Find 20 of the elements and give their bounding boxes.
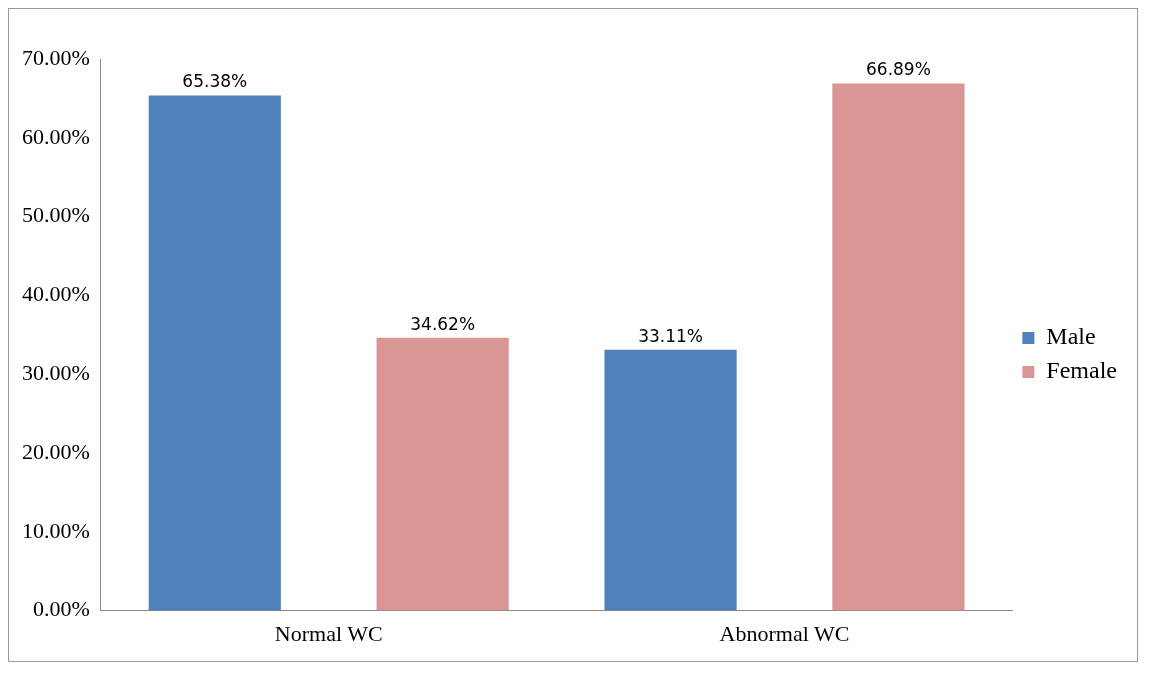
data-label: 65.38% [182,71,248,92]
y-tick-label: 0.00% [33,596,90,622]
y-tick-label: 70.00% [22,44,90,70]
y-tick-label: 40.00% [22,281,90,307]
bar [832,83,965,611]
y-tick-label: 30.00% [22,359,90,385]
y-tick-label: 20.00% [22,438,90,464]
bar [376,337,509,611]
y-tick-label: 50.00% [22,202,90,228]
data-label: 34.62% [410,313,476,334]
data-label: 33.11% [638,325,703,346]
data-label: 66.89% [866,59,931,80]
x-tick-label: Normal WC [274,620,383,646]
legend-label: Female [1046,357,1117,384]
y-tick-label: 60.00% [22,123,90,149]
bar [604,349,737,611]
x-tick-label: Abnormal WC [719,620,850,646]
bar [148,95,281,611]
legend-label: Male [1046,323,1096,350]
y-tick-label: 10.00% [22,517,90,543]
